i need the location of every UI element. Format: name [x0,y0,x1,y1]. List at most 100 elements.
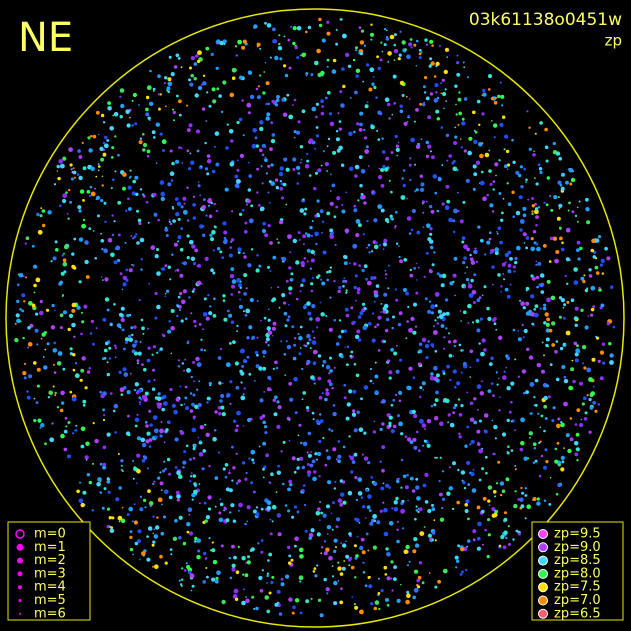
star [402,184,406,188]
star [351,460,356,464]
star [372,382,375,385]
star [125,268,129,272]
star [270,181,276,186]
star [352,320,356,324]
star [528,147,532,151]
star [451,507,455,511]
star [291,456,296,461]
star [394,288,397,291]
star [186,530,190,534]
star [342,84,346,89]
star [230,267,235,271]
star [480,239,484,243]
star [316,326,319,329]
star [136,359,140,363]
star [326,170,329,172]
star [216,39,221,44]
star [278,42,281,46]
star [392,315,395,319]
star [363,44,367,47]
star [416,145,419,147]
star [597,235,602,239]
star [88,148,93,153]
star [371,190,375,194]
star [484,152,490,158]
star [570,387,574,390]
star [447,340,452,344]
star [292,41,296,46]
star [570,367,575,372]
star [403,121,408,126]
star [345,540,347,543]
star [301,109,306,114]
star [504,252,509,258]
star [305,599,309,604]
star [21,293,26,298]
star [296,297,299,301]
star [373,606,378,611]
star [587,315,590,317]
star [297,333,300,335]
star [296,466,300,469]
star [272,27,276,32]
star [137,529,142,534]
star [199,502,201,505]
star [424,500,429,504]
star [385,37,390,41]
star [380,168,385,172]
star [557,180,562,185]
star [328,555,333,561]
star [582,362,585,365]
star [26,390,29,393]
star [114,347,117,350]
star [512,328,516,332]
star [142,142,148,148]
star [92,462,95,465]
star [569,437,574,442]
star [33,291,36,294]
star [448,217,453,223]
star [609,360,614,365]
star [161,503,163,506]
star [135,343,138,346]
star [493,101,498,105]
star [139,341,142,343]
star [444,88,447,91]
star [103,414,106,417]
star [364,307,367,311]
star [66,213,69,215]
star [139,558,141,561]
star [302,484,306,487]
star [352,409,356,413]
star [217,356,222,360]
star [544,127,548,132]
star [144,391,149,396]
star [498,409,501,412]
star [400,432,404,436]
star [357,477,363,482]
star [493,424,498,430]
star [422,389,425,391]
star [307,453,312,458]
star [393,48,399,54]
zp-label: zp=8.5 [554,553,601,568]
star [452,369,457,374]
star [288,479,293,484]
star [60,390,65,396]
star [463,97,468,101]
star [301,489,305,492]
star [229,576,233,580]
star [342,543,347,548]
star [430,61,435,66]
star [406,320,409,323]
star [517,330,520,332]
star [355,498,359,502]
star [469,366,472,369]
star [561,365,566,369]
star [512,538,515,541]
star [482,92,487,97]
star [33,419,37,423]
star [397,57,401,61]
star [64,416,68,420]
star [388,370,393,375]
